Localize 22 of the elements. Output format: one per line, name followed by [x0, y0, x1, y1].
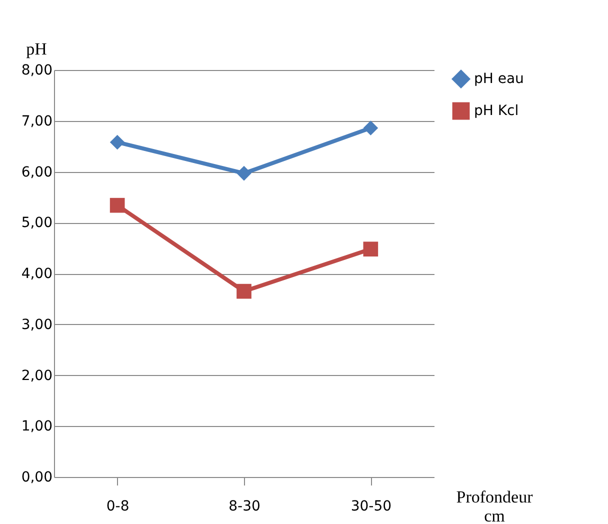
x-axis-title: Profondeur cm	[456, 488, 534, 524]
point	[236, 166, 252, 181]
y-tick-label: 4,00	[21, 266, 52, 282]
point	[236, 284, 252, 299]
point	[363, 242, 378, 256]
y-tick-label: 1,00	[21, 418, 52, 435]
y-tick-label: 6,00	[21, 164, 52, 180]
y-tick-label: 8,00	[21, 62, 52, 78]
x-tick-label: 8-30	[228, 498, 260, 514]
y-tick-label: 7,00	[21, 113, 52, 130]
legend-label: pH eau	[474, 71, 524, 87]
y-tick-label: 2,00	[21, 368, 52, 384]
point	[363, 120, 378, 136]
point	[110, 198, 125, 213]
point	[110, 134, 125, 150]
y-tick-label: 5,00	[21, 215, 52, 232]
y-tick-label: 0,00	[21, 470, 52, 486]
x-tick-label: 0-8	[106, 498, 130, 514]
legend-label: pH Kcl	[474, 103, 519, 119]
y-tick-label: 3,00	[21, 316, 52, 333]
x-tick-label: 30-50	[350, 498, 392, 514]
y-axis-title: pH	[26, 40, 47, 58]
